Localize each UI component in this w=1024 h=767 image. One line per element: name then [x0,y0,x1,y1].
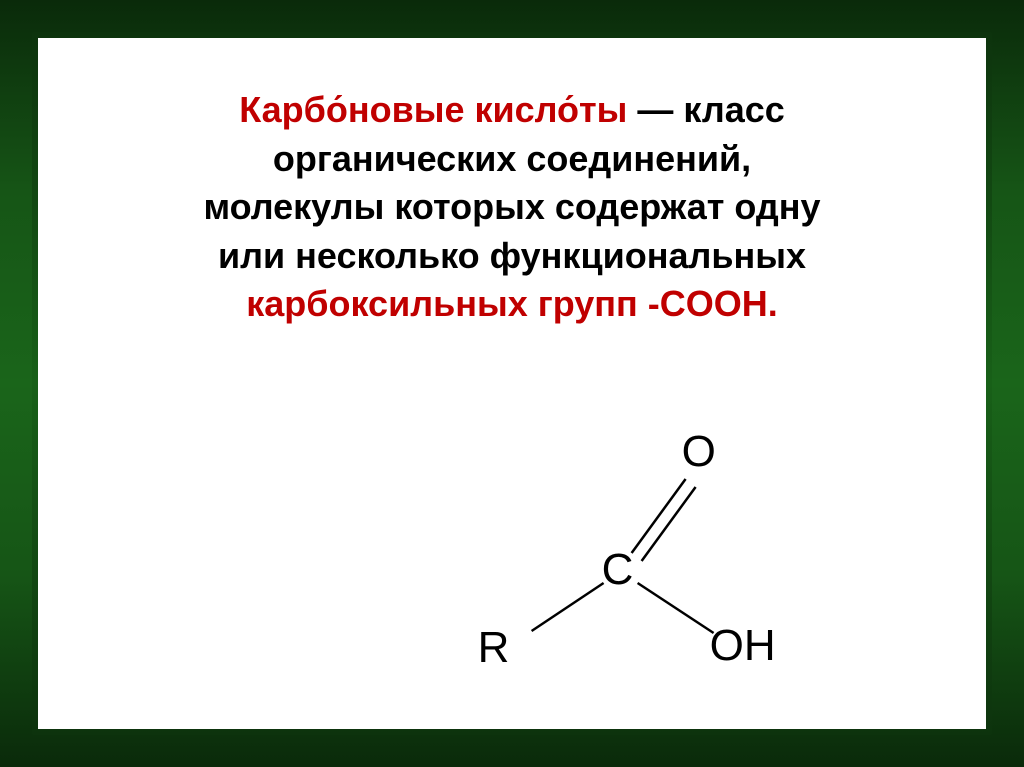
bond-c-o-double-b [642,487,696,561]
slide-panel: Карбо́новые кисло́ты — класс органически… [38,38,986,729]
bond-c-oh [638,583,714,633]
carboxyl-structure: R C O OH [474,421,794,681]
bond-r-c [532,583,604,631]
slide-frame: Карбо́новые кисло́ты — класс органически… [32,32,992,735]
definition-line3: молекулы которых содержат одну [98,183,926,232]
term-carboxylic-acids: Карбо́новые кисло́ты [239,89,627,130]
definition-line5-carboxyl: карбоксильных групп -COOH. [98,280,926,329]
atom-label-oh: OH [710,621,776,671]
atom-label-o-double: O [682,427,716,477]
definition-line4: или несколько функциональных [98,232,926,281]
atom-label-c: C [602,545,634,595]
atom-label-r: R [478,623,510,673]
definition-text: Карбо́новые кисло́ты — класс органически… [98,86,926,329]
definition-line2: органических соединений, [98,135,926,184]
definition-line1-tail: — класс [627,89,784,130]
bond-c-o-double-a [632,479,686,553]
